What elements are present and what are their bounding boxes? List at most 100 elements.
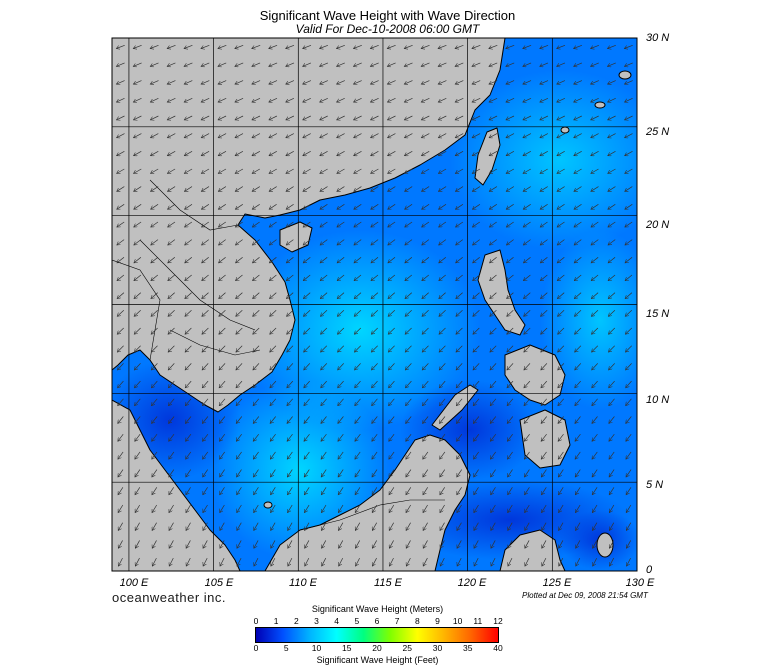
wave-arrow — [152, 416, 158, 424]
wave-arrow — [303, 44, 312, 48]
wave-arrow — [354, 327, 362, 334]
meter-tick-label: 12 — [493, 616, 503, 626]
wave-arrow — [356, 557, 360, 566]
wave-arrow — [422, 345, 429, 352]
wave-arrow — [388, 327, 395, 334]
wave-arrow — [169, 522, 174, 531]
wave-arrow — [558, 416, 564, 424]
wave-arrow — [218, 62, 227, 67]
wave-arrow — [490, 327, 497, 334]
wave-arrow — [304, 451, 310, 459]
wave-arrow — [541, 451, 547, 459]
wave-arrow — [405, 504, 411, 513]
wave-arrow — [592, 398, 598, 406]
wave-arrow — [287, 345, 294, 352]
wave-arrow — [134, 186, 142, 192]
wave-arrow — [169, 557, 174, 566]
wave-arrow — [220, 557, 225, 566]
wave-arrow — [524, 380, 531, 388]
wave-arrow — [541, 292, 548, 299]
wave-arrow — [575, 487, 581, 495]
wave-arrow — [508, 522, 513, 531]
wave-arrow — [506, 257, 514, 263]
wave-arrow — [286, 204, 294, 209]
wave-arrow — [337, 327, 345, 334]
wave-arrow — [303, 221, 311, 227]
wave-arrow — [303, 115, 311, 120]
wave-arrow — [423, 451, 429, 459]
wave-arrow — [252, 115, 261, 120]
meter-tick-label: 0 — [253, 616, 259, 626]
wave-arrow — [202, 416, 209, 424]
wave-arrow — [303, 257, 311, 263]
wave-arrow — [168, 274, 175, 281]
wave-arrow — [540, 239, 548, 245]
wave-arrow — [236, 257, 243, 263]
wave-arrow — [337, 204, 345, 209]
wave-arrow — [591, 274, 599, 281]
wave-arrow — [201, 115, 210, 120]
wave-arrow — [118, 557, 123, 566]
wave-arrow — [320, 133, 328, 138]
wave-arrow — [439, 239, 447, 245]
wave-arrow — [202, 398, 209, 406]
wave-arrow — [541, 433, 547, 441]
wave-arrow — [117, 363, 124, 370]
wave-arrow — [355, 363, 361, 370]
lon-label-115: 115 E — [374, 577, 402, 589]
wave-arrow — [354, 150, 362, 155]
wave-arrow — [559, 522, 564, 531]
wave-arrow — [271, 557, 276, 566]
wave-arrow — [304, 363, 311, 370]
wave-arrow — [269, 97, 278, 102]
wave-arrow — [304, 504, 310, 513]
wave-arrow — [490, 363, 497, 370]
lon-label-100: 100 E — [119, 577, 149, 589]
wave-arrow — [405, 221, 413, 227]
wave-arrow — [355, 522, 361, 531]
wave-arrow — [472, 97, 481, 102]
wave-arrow — [608, 80, 616, 85]
wave-arrow — [490, 380, 497, 388]
feet-tick-label: 30 — [432, 643, 443, 653]
wave-arrow — [269, 204, 277, 209]
wave-arrow — [625, 504, 632, 513]
wave-arrow — [185, 504, 191, 513]
wave-arrow — [338, 416, 344, 424]
wave-arrow — [506, 186, 514, 192]
wave-arrow — [489, 239, 497, 245]
wave-arrow — [404, 150, 413, 155]
wave-arrow — [337, 292, 345, 299]
wave-arrow — [422, 204, 430, 209]
wave-arrow — [574, 257, 582, 263]
wave-arrow — [558, 469, 564, 477]
wave-arrow — [286, 150, 294, 155]
wave-arrow — [388, 150, 396, 155]
wave-arrow — [575, 504, 581, 513]
wave-arrow — [473, 345, 480, 352]
wave-arrow — [456, 363, 463, 370]
wave-arrow — [490, 257, 497, 263]
wave-arrow — [269, 239, 277, 245]
wave-arrow — [472, 204, 481, 209]
wave-arrow — [489, 221, 497, 227]
wave-arrow — [252, 257, 260, 263]
wave-arrow — [303, 80, 312, 85]
wave-arrow — [287, 433, 293, 441]
wave-arrow — [455, 168, 464, 174]
feet-tick-label: 40 — [493, 643, 503, 653]
wave-arrow — [167, 62, 176, 67]
wave-arrow — [592, 363, 598, 370]
wave-arrow — [167, 133, 176, 138]
wave-arrow — [523, 133, 532, 138]
wave-arrow — [169, 469, 175, 477]
wave-arrow — [219, 416, 226, 424]
wave-arrow — [473, 274, 480, 281]
wave-arrow — [524, 363, 531, 370]
wave-arrow — [236, 433, 242, 441]
wave-arrow — [202, 433, 209, 441]
wave-arrow — [455, 44, 464, 48]
wave-arrow — [235, 44, 244, 48]
wave-arrow — [421, 115, 430, 120]
wave-arrow — [134, 274, 142, 281]
